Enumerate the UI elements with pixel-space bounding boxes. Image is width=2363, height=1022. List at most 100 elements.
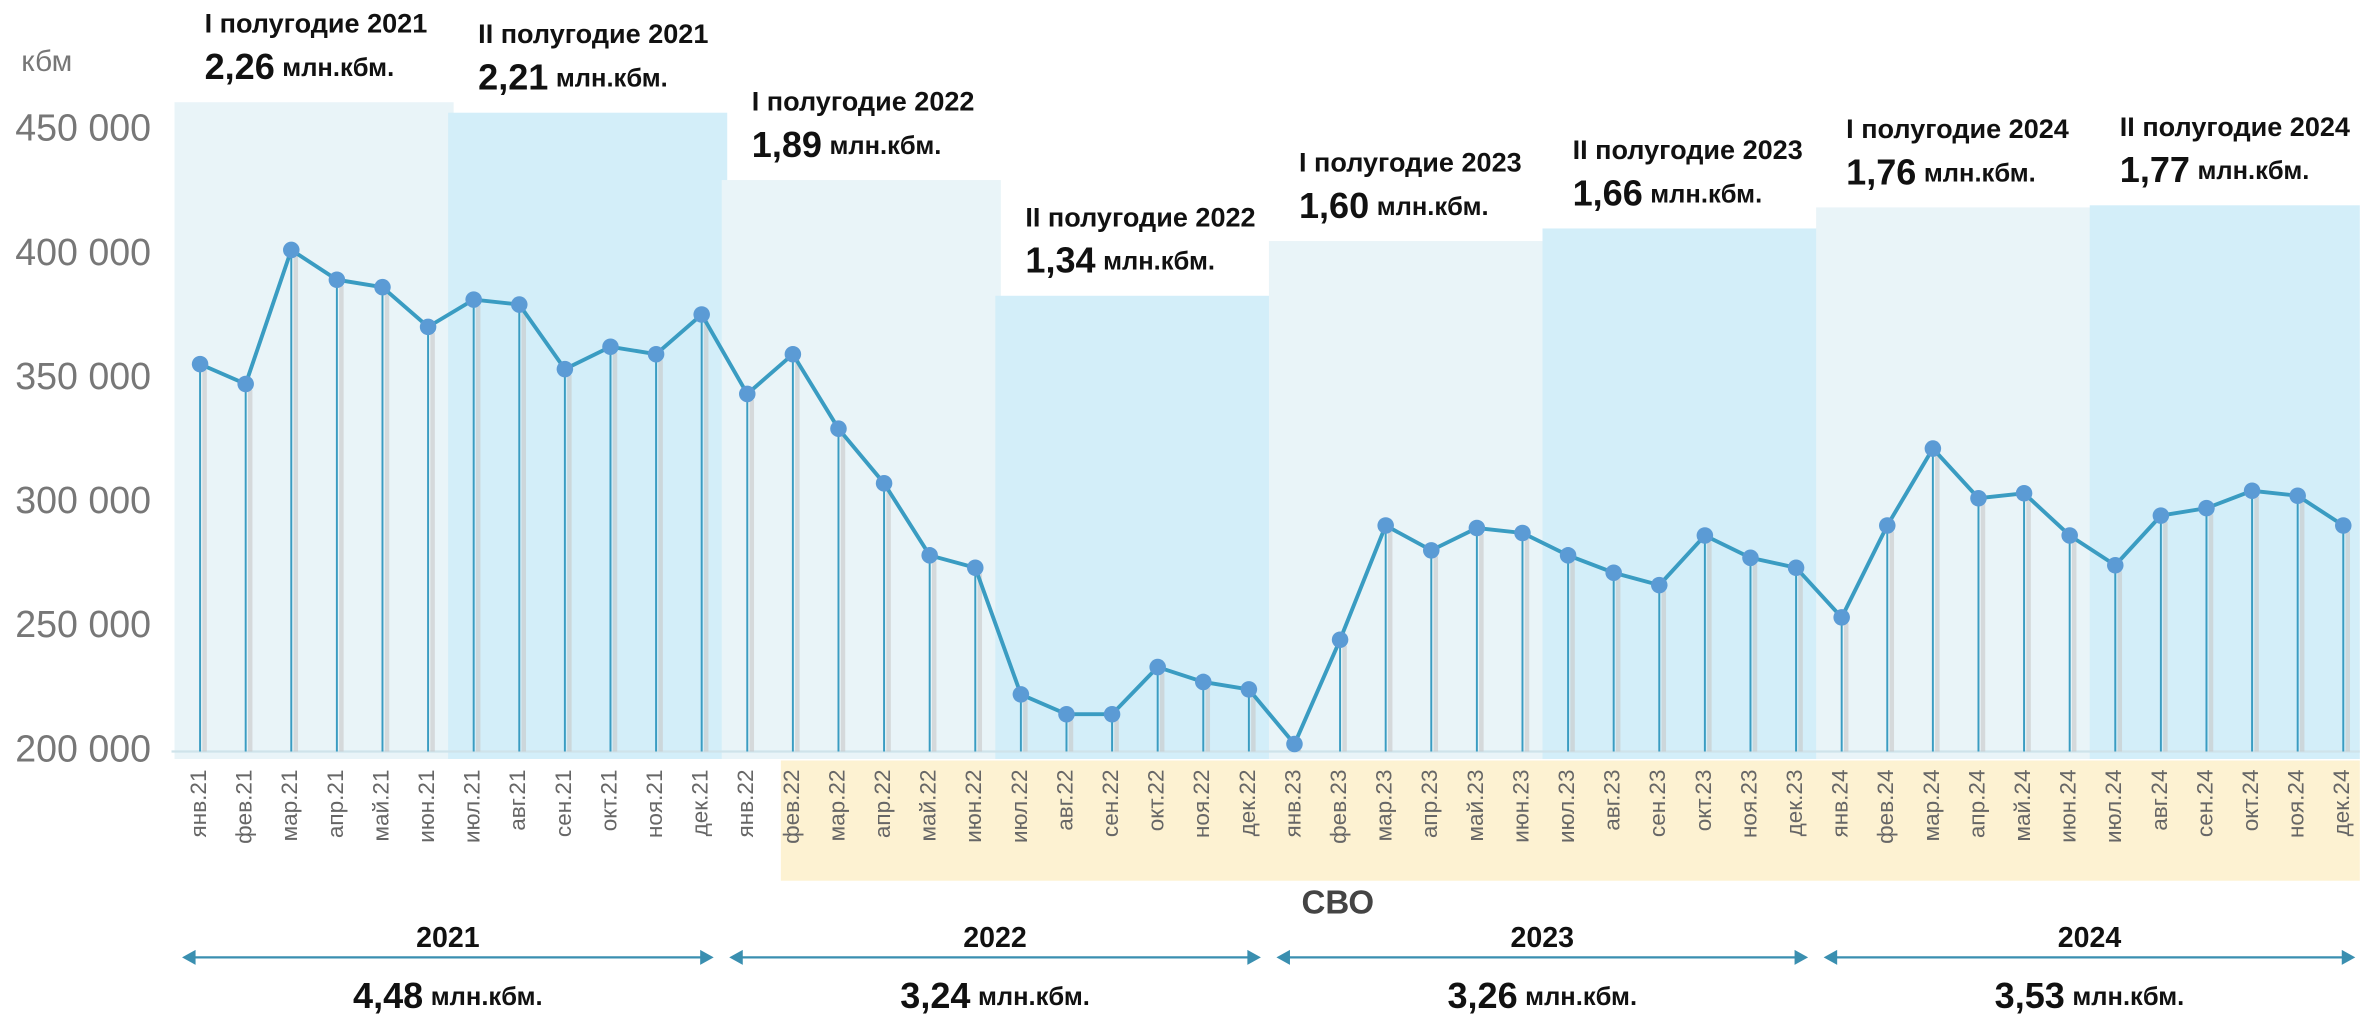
x-tick-label: мар.24 [1919, 770, 1944, 842]
x-tick-label: ноя.21 [642, 770, 667, 839]
data-point [1103, 705, 1121, 723]
x-tick-label: янв.22 [733, 770, 758, 838]
x-tick-label: окт.23 [1691, 770, 1716, 832]
x-tick-label: июл.23 [1554, 770, 1579, 843]
data-point [2107, 556, 2124, 574]
half-year-value: 2,21 [478, 56, 548, 97]
x-tick-label: фев.21 [232, 770, 257, 844]
x-tick-label: дек.21 [688, 770, 713, 837]
data-point [647, 345, 665, 363]
data-point [1377, 517, 1394, 534]
half-year-total: 2,26 млн.кбм. [205, 46, 395, 87]
half-year-total: 1,89 млн.кбм. [752, 124, 942, 165]
data-point [1195, 673, 1212, 691]
data-point [875, 475, 893, 492]
x-tick-label: июн.24 [2056, 770, 2081, 843]
x-tick-label: июн.22 [961, 770, 986, 843]
half-year-total: 1,76 млн.кбм. [1846, 151, 2036, 192]
data-point [830, 420, 847, 437]
x-tick-label: мар.22 [824, 770, 849, 842]
x-tick-label: ноя.22 [1189, 770, 1214, 839]
year-total: 3,53 млн.кбм. [1995, 974, 2185, 1015]
data-point [1331, 631, 1349, 649]
half-year-unit: млн.кбм. [1377, 193, 1489, 221]
x-tick-label: июл.22 [1007, 770, 1032, 843]
data-point [556, 360, 574, 378]
data-point [1833, 609, 1850, 626]
half-year-label: II полугодие 2021 [478, 19, 708, 49]
x-tick-label: авг.24 [2147, 770, 2172, 831]
half-year-band [721, 180, 1001, 759]
year-total: 3,24 млн.кбм. [900, 974, 1090, 1015]
x-tick-label: апр.22 [870, 770, 895, 839]
data-point [784, 345, 802, 363]
x-tick-label: авг.23 [1600, 770, 1625, 831]
half-year-value: 2,26 [205, 46, 275, 87]
data-point [1879, 517, 1896, 534]
data-point [1058, 705, 1075, 723]
data-point [1468, 519, 1486, 537]
half-year-total: 1,66 млн.кбм. [1573, 172, 1763, 213]
data-point [921, 547, 938, 564]
x-tick-label: сен.22 [1098, 770, 1123, 838]
x-tick-label: май.21 [368, 770, 393, 842]
x-tick-label: янв.23 [1280, 770, 1305, 838]
data-point [739, 385, 756, 403]
x-tick-label: июл.24 [2101, 770, 2126, 843]
year-label: 2022 [963, 922, 1027, 954]
data-point [374, 278, 391, 296]
half-year-band [1542, 228, 1822, 759]
half-year-total: 2,21 млн.кбм. [478, 56, 668, 97]
half-year-total: 1,77 млн.кбм. [2120, 149, 2310, 190]
half-year-band [1268, 241, 1549, 759]
y-tick-label: 450 000 [15, 107, 151, 149]
half-year-band [1816, 207, 2096, 759]
data-point [1696, 527, 1714, 544]
year-value: 3,53 [1995, 974, 2065, 1015]
year-label: 2024 [2058, 922, 2122, 954]
year-value: 4,48 [353, 974, 423, 1015]
data-point [419, 318, 437, 336]
year-unit: млн.кбм. [2072, 983, 2184, 1011]
x-tick-label: июн.23 [1508, 770, 1533, 843]
half-year-total: 1,34 млн.кбм. [1025, 239, 1215, 280]
half-year-band [995, 295, 1275, 759]
data-point [1012, 686, 1030, 703]
data-point [1970, 489, 1987, 507]
x-tick-label: апр.21 [323, 770, 348, 839]
data-point [693, 306, 710, 323]
x-tick-label: апр.24 [1964, 770, 1989, 839]
y-axis-label: кбм [21, 45, 72, 78]
x-tick-label: фев.24 [1873, 770, 1898, 844]
x-tick-label: сен.21 [551, 770, 576, 838]
data-point [511, 296, 528, 313]
data-point [191, 355, 209, 373]
half-year-label: II полугодие 2022 [1025, 202, 1255, 232]
x-tick-label: фев.22 [779, 770, 804, 844]
x-tick-label: окт.24 [2238, 770, 2263, 832]
x-tick-label: июл.21 [460, 770, 485, 843]
half-year-label: I полугодие 2021 [205, 9, 428, 39]
x-tick-label: ноя.23 [1736, 770, 1761, 839]
half-year-band [174, 102, 454, 759]
half-year-label: II полугодие 2023 [1573, 135, 1803, 165]
data-point [2289, 487, 2306, 505]
year-value: 3,24 [900, 974, 970, 1015]
x-tick-label: дек.23 [1782, 770, 1807, 837]
x-tick-label: янв.21 [186, 770, 211, 838]
data-point [1787, 559, 1805, 577]
half-year-label: I полугодие 2022 [752, 87, 975, 117]
year-total: 3,26 млн.кбм. [1447, 974, 1637, 1015]
x-tick-label: авг.22 [1052, 770, 1077, 831]
year-unit: млн.кбм. [431, 983, 543, 1011]
half-year-unit: млн.кбм. [1650, 180, 1762, 208]
x-tick-label: фев.23 [1326, 770, 1351, 844]
half-year-unit: млн.кбм. [830, 132, 942, 160]
data-point [237, 375, 254, 393]
x-tick-label: дек.24 [2329, 770, 2354, 837]
y-tick-label: 200 000 [15, 727, 151, 769]
x-tick-label: дек.22 [1235, 770, 1260, 837]
data-point [1149, 658, 1166, 676]
half-year-total: 1,60 млн.кбм. [1299, 185, 1489, 226]
half-year-value: 1,76 [1846, 151, 1916, 192]
